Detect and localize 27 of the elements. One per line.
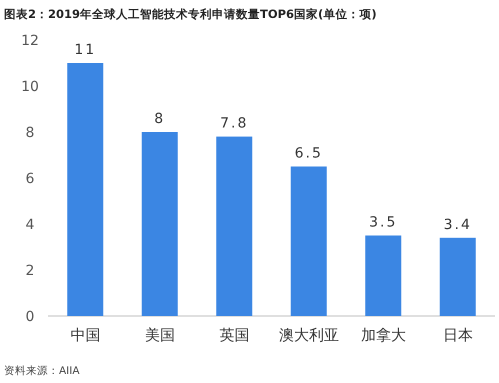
data-label: 6.5 bbox=[294, 146, 323, 162]
x-tick-label: 日本 bbox=[442, 326, 473, 344]
data-label: 8 bbox=[154, 111, 166, 127]
x-tick-label: 英国 bbox=[219, 326, 250, 344]
text: 资料来源：AIIA bbox=[4, 364, 80, 377]
data-label: 11 bbox=[74, 42, 96, 58]
data-label: 3.4 bbox=[444, 216, 472, 233]
x-tick-label: 中国 bbox=[70, 326, 100, 344]
y-tick-label: 12 bbox=[21, 33, 39, 49]
y-tick-label: 2 bbox=[26, 263, 34, 279]
chart-title: 图表2：2019年全球人工智能技术专利申请数量TOP6国家(单位：项) bbox=[4, 7, 377, 21]
y-tick-label: 8 bbox=[26, 125, 34, 141]
y-tick-label: 0 bbox=[26, 309, 34, 325]
y-tick-label: 6 bbox=[26, 171, 35, 187]
data-label: 3.5 bbox=[369, 214, 398, 230]
bar bbox=[290, 166, 327, 316]
y-tick-label: 4 bbox=[26, 217, 35, 233]
bar bbox=[440, 238, 476, 316]
x-tick-label: 澳大利亚 bbox=[278, 326, 339, 344]
y-tick-label: 10 bbox=[21, 79, 39, 95]
x-tick-label: 加拿大 bbox=[360, 326, 406, 344]
bar bbox=[142, 132, 178, 316]
bar bbox=[216, 136, 252, 316]
data-label: 7.8 bbox=[220, 116, 248, 132]
x-tick-label: 美国 bbox=[144, 326, 175, 344]
bar bbox=[365, 236, 402, 316]
bar bbox=[67, 63, 104, 316]
